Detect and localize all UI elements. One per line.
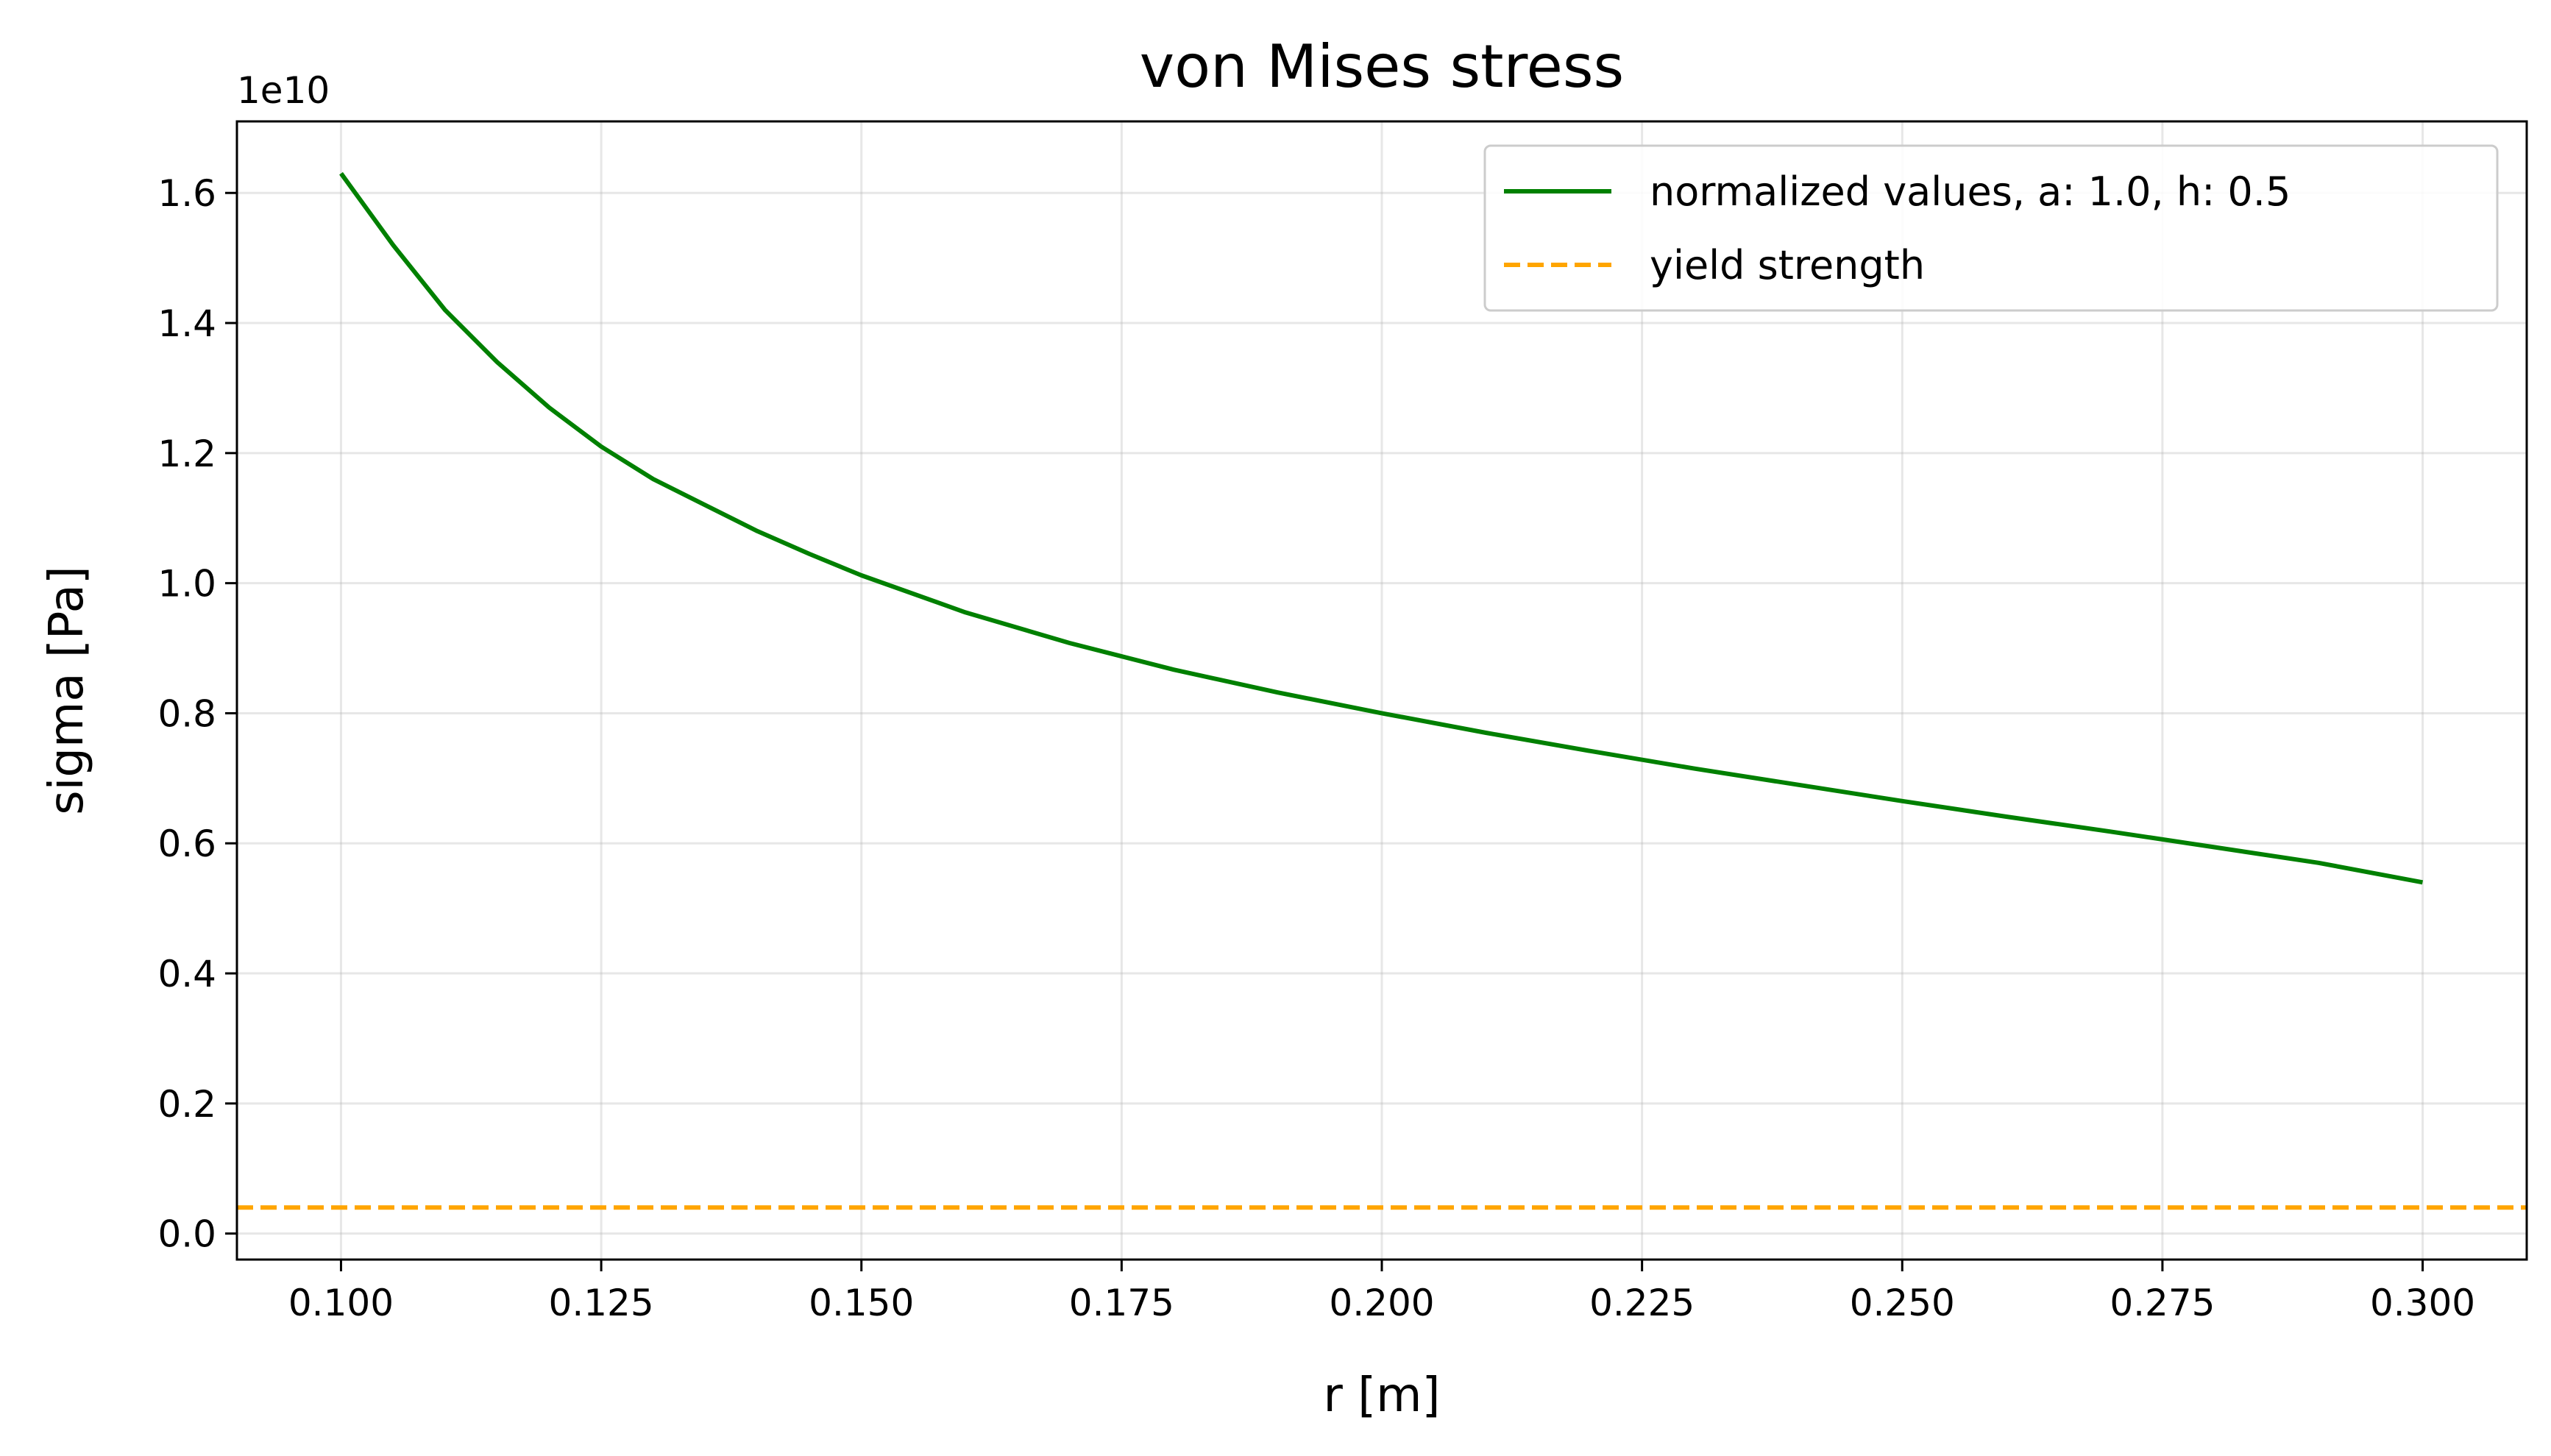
x-tick-label: 0.150 <box>809 1282 914 1324</box>
y-axis-offset-label: 1e10 <box>237 69 330 112</box>
series-line-normalized-values <box>339 171 2424 885</box>
y-tick-label: 1.0 <box>157 563 216 606</box>
x-tick-label: 0.175 <box>1069 1282 1174 1324</box>
x-axis-label: r [m] <box>1324 1368 1441 1423</box>
legend-box <box>1483 144 2499 312</box>
tick-layer: 0.100 0.125 0.150 0.175 0.200 0.225 0.250 0.275… <box>157 172 2475 1324</box>
legend-label-normalized-values: normalized values, a: 1.0, h: 0.5 <box>1650 168 2291 215</box>
y-axis-label: sigma [Pa] <box>40 566 94 815</box>
chart-title: von Mises stress <box>1140 32 1624 101</box>
y-tick-label: 0.8 <box>157 692 216 735</box>
x-tick-label: 0.300 <box>2370 1282 2475 1324</box>
x-tick-label: 0.225 <box>1589 1282 1695 1324</box>
legend: normalized values, a: 1.0, h: 0.5 yield … <box>1483 144 2499 312</box>
series-layer <box>237 171 2527 1210</box>
x-tick-label: 0.200 <box>1329 1282 1434 1324</box>
y-tick-label: 1.6 <box>157 172 216 215</box>
y-tick-label: 0.0 <box>157 1213 216 1256</box>
y-tick-label: 0.2 <box>157 1083 216 1126</box>
y-tick-label: 0.4 <box>157 953 216 995</box>
x-tick-label: 0.275 <box>2110 1282 2215 1324</box>
y-tick-label: 1.4 <box>157 302 216 345</box>
y-tick-label: 0.6 <box>157 823 216 865</box>
legend-label-yield-strength: yield strength <box>1650 242 1925 288</box>
x-tick-label: 0.250 <box>1850 1282 1955 1324</box>
x-tick-label: 0.125 <box>549 1282 654 1324</box>
y-tick-label: 1.2 <box>157 433 216 475</box>
x-tick-label: 0.100 <box>288 1282 394 1324</box>
